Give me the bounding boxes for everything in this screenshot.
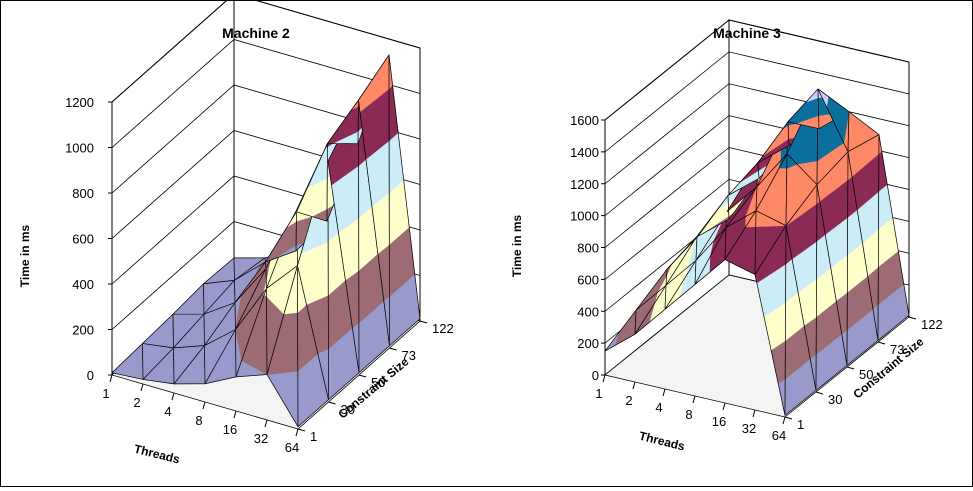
z-tick-label: 400 <box>577 304 599 319</box>
z-tick-label: 400 <box>72 277 94 292</box>
z-tick-label: 1200 <box>570 177 599 192</box>
z-tick-label: 600 <box>577 272 599 287</box>
y-tick-mark <box>358 374 367 378</box>
y-tick-label: 50 <box>371 375 385 390</box>
y-axis: 1 30 50 73 122 <box>297 320 454 444</box>
x-tick-mark <box>602 374 606 383</box>
chart-title: Machine 3 <box>713 25 781 41</box>
y-tick-label: 122 <box>921 317 943 332</box>
y-tick-label: 122 <box>432 321 454 336</box>
y-tick-label: 50 <box>859 367 873 382</box>
x-tick-label: 2 <box>133 395 140 410</box>
x-tick-mark <box>109 374 113 383</box>
z-tick-label: 800 <box>72 186 94 201</box>
x-tick-label: 32 <box>254 431 268 446</box>
z-tick-label: 600 <box>72 232 94 247</box>
y-tick-label: 30 <box>341 402 355 417</box>
z-tick-label: 200 <box>577 336 599 351</box>
x-tick-mark <box>722 402 726 411</box>
z-axis: 0 200 400 600 800 1000 1200 1400 1600 <box>570 113 606 383</box>
z-axis: 0 200 400 600 800 1000 1200 <box>65 95 113 383</box>
z-tick-label: 800 <box>577 241 599 256</box>
y-tick-label: 30 <box>828 392 842 407</box>
y-tick-mark <box>297 428 306 432</box>
surface <box>604 88 910 417</box>
x-tick-label: 8 <box>195 413 202 428</box>
y-tick-label: 1 <box>797 417 804 432</box>
y-tick-mark <box>877 341 886 345</box>
y-tick-label: 73 <box>890 342 904 357</box>
y-tick-mark <box>908 316 917 320</box>
z-axis-title: Time in ms <box>18 224 32 287</box>
x-axis: 64 32 16 8 4 2 1 <box>102 374 299 455</box>
x-axis-title: Threads <box>133 442 182 467</box>
chart-1: 0 200 400 600 800 1000 1200 64 32 16 8 4 2 1 1 30 50 73 12… <box>18 0 454 467</box>
z-tick-label: 0 <box>592 368 599 383</box>
x-tick-label: 2 <box>625 393 632 408</box>
x-tick-mark <box>692 395 696 404</box>
x-tick-label: 4 <box>164 404 171 419</box>
x-tick-label: 8 <box>685 407 692 422</box>
z-tick-label: 1600 <box>570 113 599 128</box>
x-tick-mark <box>662 388 666 397</box>
x-tick-mark <box>233 410 237 419</box>
gridline <box>111 0 421 103</box>
z-tick-label: 1400 <box>570 145 599 160</box>
z-tick-label: 200 <box>72 323 94 338</box>
y-tick-mark <box>419 320 428 324</box>
x-tick-label: 64 <box>772 428 786 443</box>
x-tick-mark <box>295 428 299 437</box>
surface-mesh <box>877 134 910 341</box>
x-tick-label: 32 <box>742 421 756 436</box>
x-tick-mark <box>782 416 786 425</box>
x-tick-label: 16 <box>223 422 237 437</box>
gridline <box>111 39 421 148</box>
x-tick-mark <box>140 383 144 392</box>
y-tick-mark <box>328 401 336 405</box>
surface <box>111 53 421 428</box>
x-axis-title: Threads <box>638 429 687 454</box>
y-tick-mark <box>389 347 397 351</box>
y-tick-mark <box>846 366 855 370</box>
z-tick-label: 1000 <box>570 209 599 224</box>
x-tick-mark <box>264 419 268 428</box>
chart-2: 0200400600800100012001400160064321684211… <box>510 18 943 454</box>
x-tick-label: 1 <box>595 386 602 401</box>
y-tick-label: 73 <box>402 348 416 363</box>
x-tick-label: 64 <box>285 440 299 455</box>
x-axis: 64 32 16 8 4 2 1 <box>595 374 786 443</box>
surface-mesh <box>388 54 421 347</box>
y-tick-mark <box>784 416 793 420</box>
z-tick-label: 0 <box>87 368 94 383</box>
chart-title: Machine 2 <box>222 25 290 41</box>
x-tick-mark <box>202 401 206 410</box>
x-tick-mark <box>752 409 756 418</box>
y-tick-mark <box>815 391 824 395</box>
x-tick-mark <box>632 381 636 390</box>
z-tick-label: 1200 <box>65 95 94 110</box>
gridline <box>604 51 910 153</box>
x-tick-label: 16 <box>712 414 726 429</box>
x-tick-mark <box>171 392 175 401</box>
z-tick-label: 1000 <box>65 141 94 156</box>
x-tick-label: 4 <box>655 400 662 415</box>
x-tick-label: 1 <box>102 386 109 401</box>
y-tick-label: 1 <box>310 429 317 444</box>
y-axis: 1 30 50 73 122 <box>784 316 943 432</box>
gridline <box>604 19 910 121</box>
z-axis-title: Time in ms <box>510 214 524 277</box>
